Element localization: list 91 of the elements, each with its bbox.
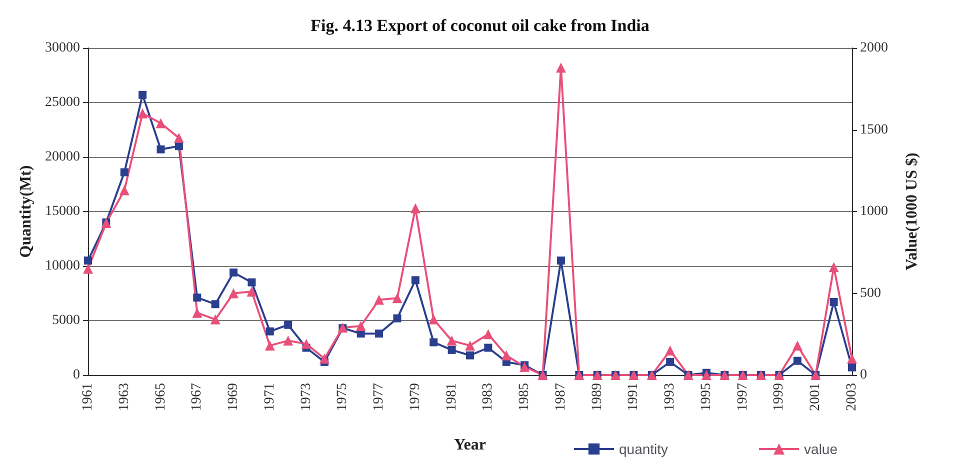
point bbox=[830, 298, 838, 306]
point bbox=[446, 336, 457, 346]
y-tick-label: 30000 bbox=[45, 40, 80, 56]
point bbox=[848, 363, 856, 372]
x-tick-label: 1969 bbox=[226, 383, 242, 411]
point bbox=[393, 314, 402, 322]
point bbox=[428, 314, 439, 324]
point bbox=[228, 288, 239, 298]
point bbox=[448, 346, 456, 354]
point bbox=[556, 62, 566, 73]
x-tick-label: 1993 bbox=[662, 383, 678, 411]
point bbox=[411, 276, 420, 284]
y-tick-label: 10000 bbox=[45, 258, 80, 274]
legend-label: value bbox=[804, 441, 838, 457]
y2-axis-title: Value(1000 US $) bbox=[904, 152, 920, 270]
point bbox=[828, 262, 839, 272]
x-tick-label: 1983 bbox=[480, 383, 496, 411]
point bbox=[319, 354, 330, 364]
point bbox=[701, 370, 712, 380]
point bbox=[483, 329, 494, 340]
point bbox=[120, 168, 128, 176]
y2-tick-label: 0 bbox=[860, 368, 867, 382]
point bbox=[501, 350, 512, 360]
x-tick-label: 1981 bbox=[444, 383, 460, 411]
x-tick-label: 1961 bbox=[80, 383, 96, 411]
point bbox=[665, 345, 676, 356]
point bbox=[847, 354, 857, 364]
point bbox=[520, 362, 530, 372]
point bbox=[84, 256, 92, 265]
point bbox=[356, 320, 366, 331]
x-tick-label: 1973 bbox=[298, 383, 314, 411]
x-tick-label: 1967 bbox=[190, 383, 205, 411]
point bbox=[466, 351, 474, 360]
point bbox=[484, 344, 492, 352]
y-tick-label: 15000 bbox=[45, 204, 80, 219]
x-tick-label: 2001 bbox=[808, 383, 824, 411]
point bbox=[792, 340, 802, 351]
point bbox=[410, 203, 420, 214]
point bbox=[301, 338, 312, 349]
x-tick-label: 1999 bbox=[772, 383, 787, 411]
point bbox=[266, 327, 274, 336]
y-tick-label: 0 bbox=[73, 368, 80, 382]
point bbox=[283, 336, 294, 346]
point bbox=[156, 118, 166, 128]
y-tick-label: 5000 bbox=[52, 313, 80, 328]
point bbox=[430, 338, 438, 346]
y-tick-label: 20000 bbox=[45, 150, 80, 164]
y2-tick-label: 1000 bbox=[860, 204, 888, 219]
y2-tick-label: 500 bbox=[860, 286, 881, 301]
point bbox=[264, 340, 275, 351]
y-axis-title: Quantity(Mt) bbox=[18, 165, 35, 258]
x-tick-label: 2003 bbox=[844, 383, 860, 411]
chart-title: Fig. 4.13 Export of coconut oil cake from India bbox=[310, 16, 650, 35]
x-axis-title: Year bbox=[454, 436, 486, 454]
point bbox=[211, 300, 220, 308]
point bbox=[392, 293, 402, 304]
x-tick-label: 1987 bbox=[553, 383, 568, 411]
legend-label: quantity bbox=[619, 441, 668, 457]
point bbox=[375, 330, 384, 338]
x-tick-label: 1995 bbox=[698, 383, 714, 411]
point bbox=[156, 145, 165, 154]
point bbox=[248, 278, 256, 286]
point bbox=[193, 294, 202, 302]
x-tick-label: 1985 bbox=[517, 383, 532, 411]
point bbox=[138, 108, 148, 118]
x-tick-label: 1965 bbox=[153, 383, 168, 411]
point bbox=[138, 90, 147, 99]
point bbox=[192, 308, 202, 318]
point bbox=[556, 256, 565, 265]
y2-tick-label: 1500 bbox=[860, 122, 888, 138]
x-tick-label: 1977 bbox=[372, 383, 387, 411]
x-tick-label: 1991 bbox=[626, 383, 642, 411]
point bbox=[174, 132, 184, 143]
point bbox=[793, 356, 802, 365]
x-tick-label: 1971 bbox=[262, 383, 278, 411]
x-tick-label: 1975 bbox=[335, 383, 350, 411]
x-tick-label: 1963 bbox=[116, 383, 132, 411]
point bbox=[83, 264, 93, 274]
point bbox=[210, 314, 220, 324]
x-tick-label: 1997 bbox=[735, 383, 750, 411]
point bbox=[230, 268, 238, 277]
point bbox=[119, 185, 130, 196]
point bbox=[465, 340, 475, 351]
point bbox=[666, 358, 674, 366]
point bbox=[246, 286, 257, 297]
point bbox=[374, 294, 384, 305]
y2-tick-label: 2000 bbox=[860, 40, 888, 56]
y-tick-label: 25000 bbox=[45, 95, 80, 110]
x-tick-label: 1989 bbox=[590, 383, 605, 411]
x-tick-label: 1979 bbox=[408, 383, 423, 411]
point bbox=[284, 320, 292, 329]
